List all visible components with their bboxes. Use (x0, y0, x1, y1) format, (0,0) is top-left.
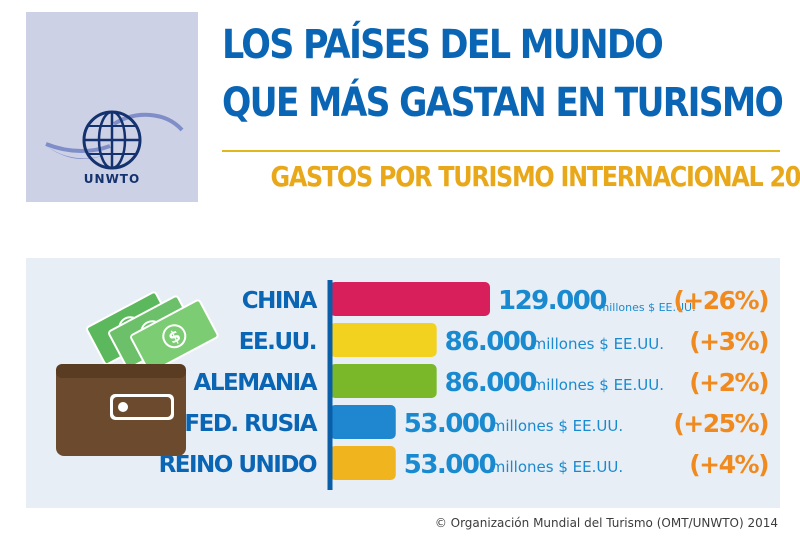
bar-0 (330, 282, 490, 316)
value-label-1: 86.000 (445, 327, 537, 357)
change-label-0: (+26%) (673, 286, 768, 315)
unit-label-4: millones $ EE.UU. (491, 458, 623, 476)
value-label-2: 86.000 (445, 368, 537, 398)
bar-3 (330, 405, 396, 439)
category-label-2: ALEMANIA (194, 370, 318, 396)
change-label-3: (+25%) (673, 409, 768, 438)
logo-text: UNWTO (83, 172, 141, 186)
page-subtitle: GASTOS POR TURISMO INTERNACIONAL 2013 (270, 160, 800, 193)
unit-label-1: millones $ EE.UU. (532, 335, 664, 353)
page-title-line2: QUE MÁS GASTAN EN TURISMO (222, 80, 784, 126)
unit-label-2: millones $ EE.UU. (532, 376, 664, 394)
change-label-1: (+3%) (689, 327, 768, 356)
unit-label-0: millones $ EE.UU. (599, 301, 696, 314)
bar-4 (330, 446, 396, 480)
page-title-line1: LOS PAÍSES DEL MUNDO (222, 22, 664, 68)
unwto-logo: UNWTO (26, 12, 198, 202)
title-divider (222, 150, 780, 152)
bar-1 (330, 323, 437, 357)
chart-panel: $ CHINA 129.000 millones $ EE.UU. (+26%) EE.… (26, 258, 780, 508)
value-label-0: 129.000 (498, 286, 606, 316)
category-label-1: EE.UU. (239, 329, 316, 355)
unit-label-3: millones $ EE.UU. (491, 417, 623, 435)
category-label-3: FED. RUSIA (184, 411, 317, 437)
category-label-0: CHINA (242, 288, 318, 314)
wallet-with-money-icon: $ (56, 291, 219, 456)
value-label-4: 53.000 (404, 450, 496, 480)
source-credit: © Organización Mundial del Turismo (OMT/… (434, 516, 778, 530)
bar-2 (330, 364, 437, 398)
change-label-2: (+2%) (689, 368, 768, 397)
value-label-3: 53.000 (404, 409, 496, 439)
category-label-4: REINO UNIDO (159, 452, 317, 478)
globe-logo-icon (44, 110, 184, 170)
change-label-4: (+4%) (689, 450, 768, 479)
